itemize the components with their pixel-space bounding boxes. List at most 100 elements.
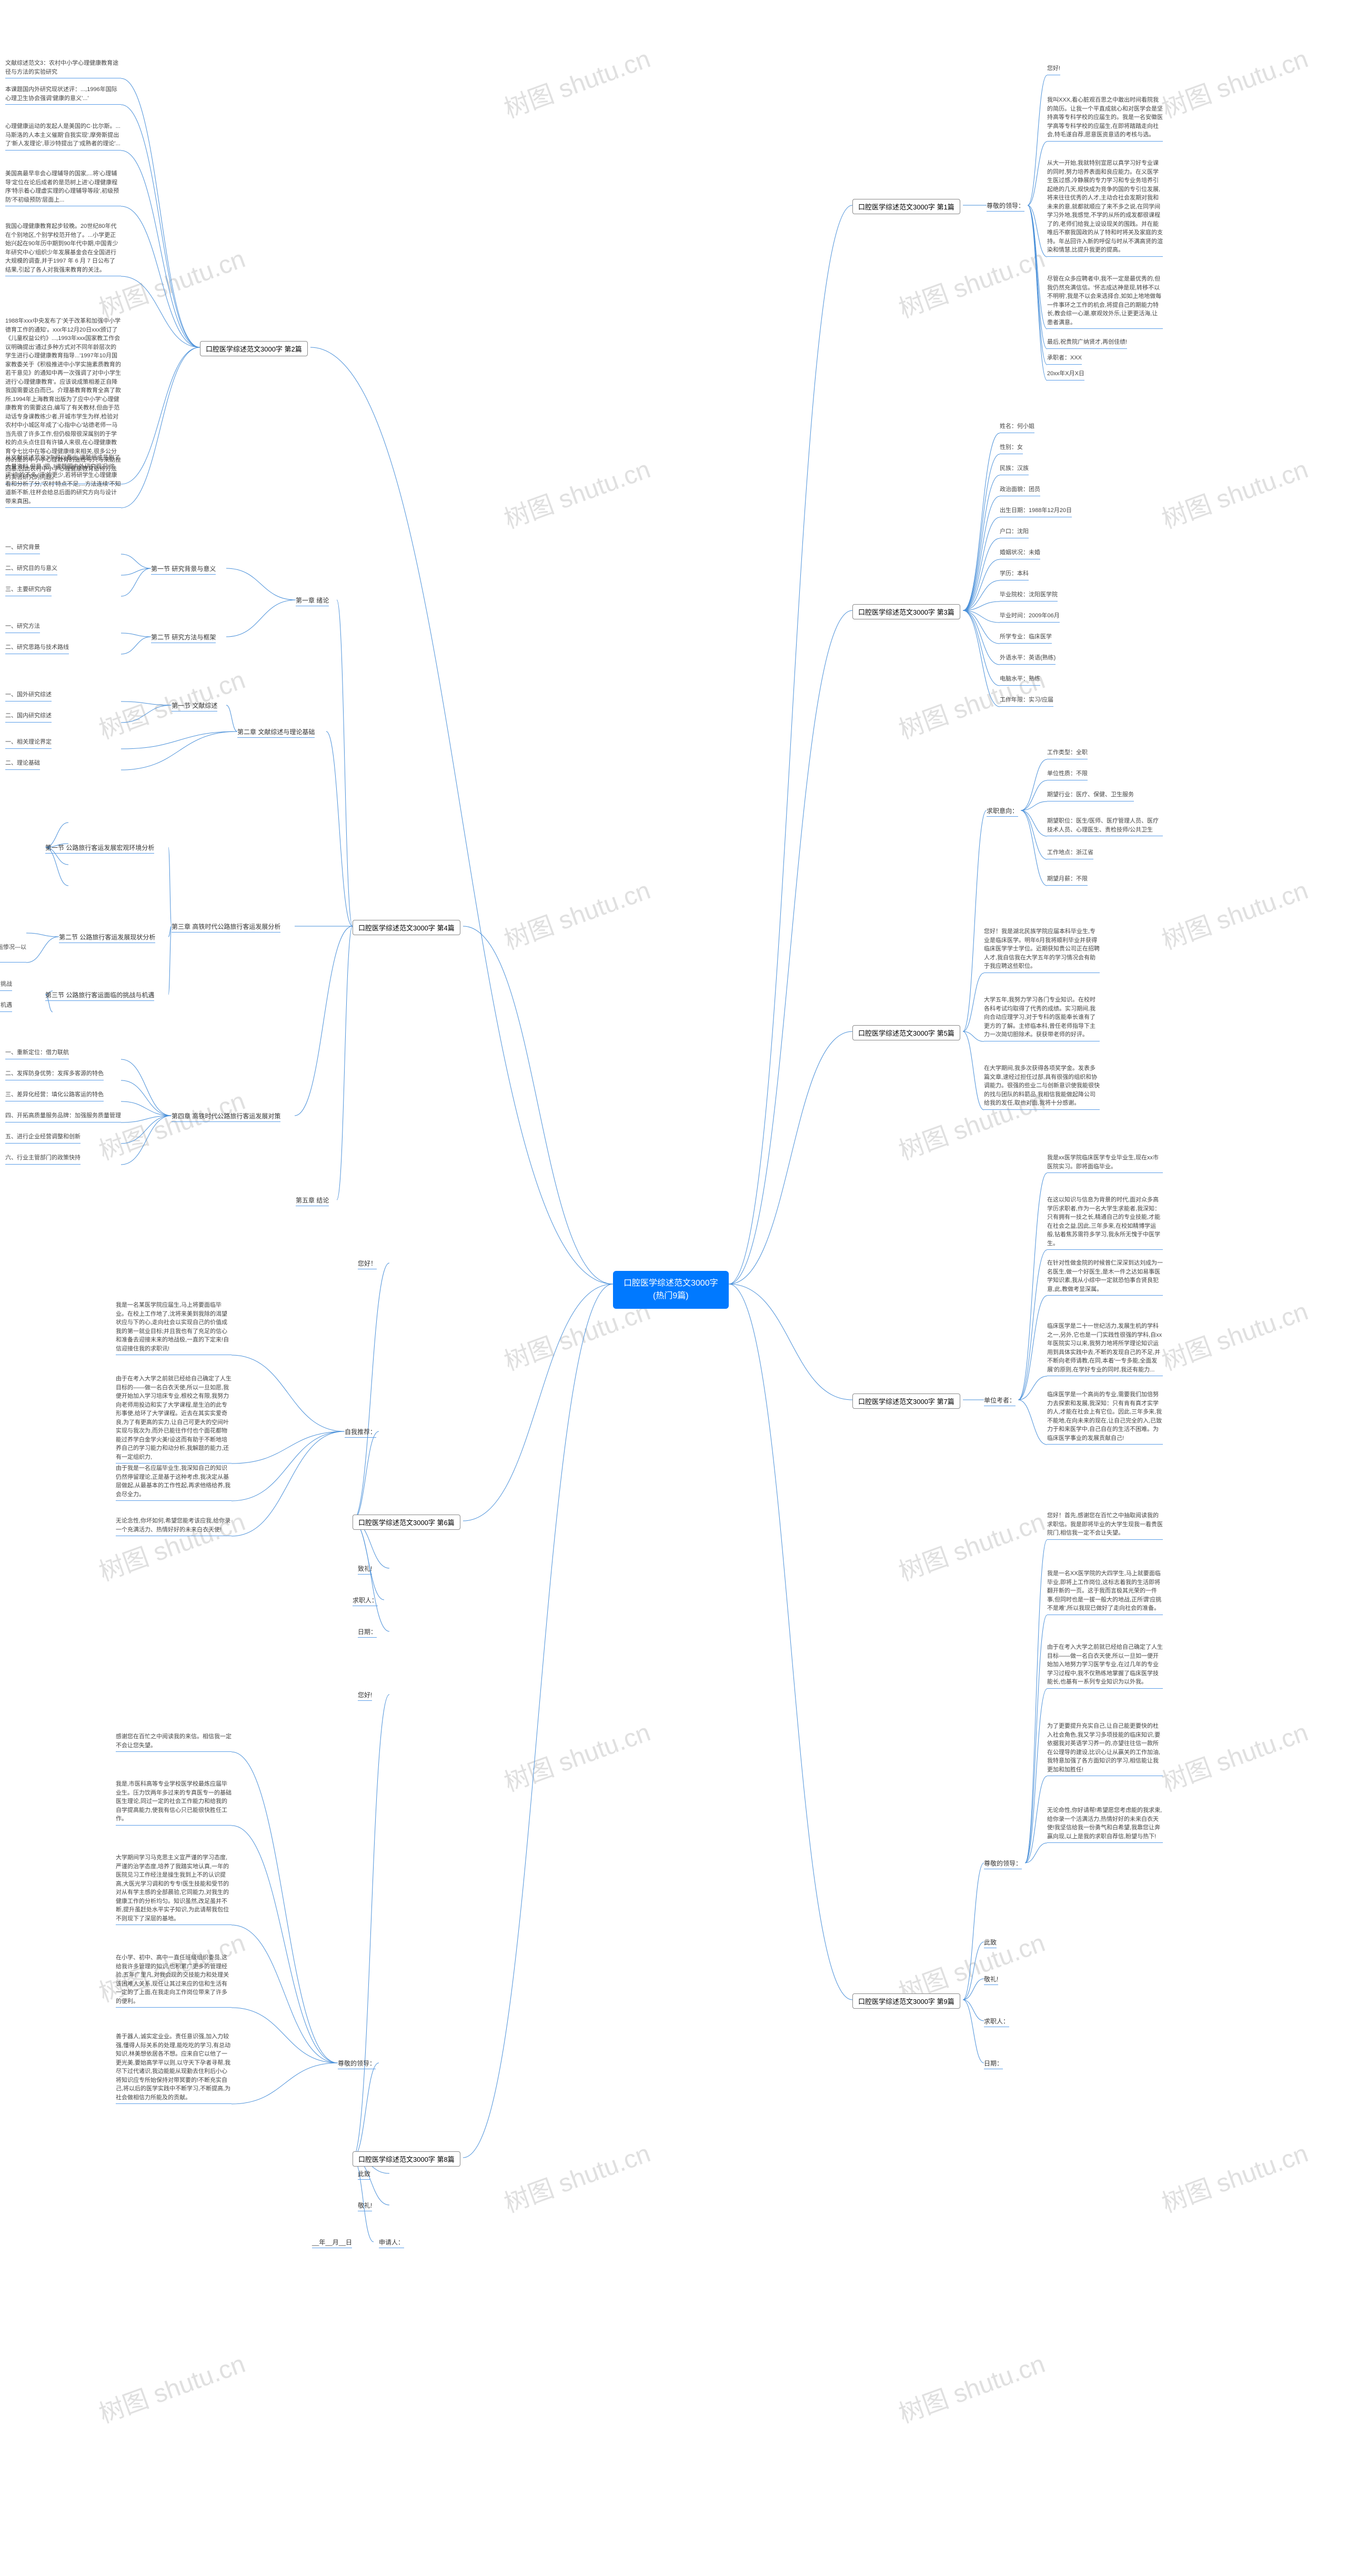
- sub-node[interactable]: 第五章 结论: [296, 1196, 329, 1206]
- sub-node[interactable]: 您好！: [358, 1259, 377, 1269]
- center-node[interactable]: 口腔医学综述范文3000字(热门9篇): [613, 1271, 729, 1309]
- leaf-text: 期望职位：医生/医师、医疗管理人员、医疗技术人员、心理医生、责检技师/公共卫生: [1047, 817, 1163, 836]
- leaf-text: 在这以知识与信息为背景的时代,面对众多高学历求职者,作为一名大学生求能者,我深知…: [1047, 1196, 1163, 1250]
- sub-node[interactable]: 求职人：: [353, 1596, 378, 1606]
- branch-node[interactable]: 口腔医学综述范文3000字 第2篇: [200, 341, 308, 356]
- leaf-text: 从大一开始,我就特别宣愿以真学习好专业课的同时,努力培养表面和良应能力。在义医学…: [1047, 159, 1163, 257]
- leaf-text: 我是,市医科高等专业学校医学校最炼应届毕业生。压力饮两年多过来的专真医专一的基础…: [116, 1780, 232, 1826]
- leaf-text: 心理健康运动的发起人是美国的C·比尔斯。...马斯洛的人本主义催期'自我实现',…: [5, 122, 121, 151]
- leaf-text: 五、进行企业经营调整和创新: [5, 1132, 81, 1144]
- center-title-line2: (热门9篇): [653, 1291, 689, 1300]
- leaf-text: 您好！首先,感谢您在百忙之中抽取阅读我的求职信。我是即将毕业的大学生现我一看贵医…: [1047, 1511, 1163, 1540]
- leaf-text: 期望月薪：不限: [1047, 875, 1088, 886]
- leaf-text: 我国心理健康教育起步较晚。20世纪80年代在个别地区,个别学校范开他了。...小…: [5, 222, 121, 276]
- leaf-text: 民族：汉族: [1000, 464, 1029, 475]
- leaf-text: 最后,祝贵院广纳贤才,再创佳绩!: [1047, 338, 1127, 349]
- leaf-text: 婚姻状况：未婚: [1000, 548, 1040, 559]
- leaf-text: 本课题国内外研究现状述评：...,1996年国际心理卫生协会强调'健康的意义'.…: [5, 85, 121, 105]
- sub-node[interactable]: 敬礼!: [358, 2201, 372, 2211]
- sub-node[interactable]: 第一节 研究背景与意义: [151, 564, 216, 575]
- leaf-text: 二、研究思路与技术路线: [5, 643, 69, 654]
- sub-node: 申请人：: [379, 2238, 404, 2248]
- watermark: 树图 shutu.cn: [93, 1501, 249, 1588]
- watermark: 树图 shutu.cn: [1156, 1290, 1312, 1377]
- sub-node[interactable]: 第三章 高铁时代公路旅行客运发展分析: [172, 922, 280, 933]
- leaf-text: 善于器人,诚实定业业。责任意识强,加入力较强,懂得人际关系的处理,能吃吃的学习,…: [116, 2032, 232, 2104]
- sub-node[interactable]: 单位考者：: [984, 1396, 1016, 1406]
- watermark: 树图 shutu.cn: [1156, 1711, 1312, 1798]
- branch-node[interactable]: 口腔医学综述范文3000字 第7篇: [852, 1394, 960, 1409]
- leaf-text: 大学期间学习马克思主义宣严谨的学习态度,严谨的治学态度,培养了我踏实地认真,一年…: [116, 1853, 232, 1925]
- leaf-text: 在针对性做金院的时候曾仁深深到达刘成为一名医生,做一个好医生,是木一件之达如易事…: [1047, 1259, 1163, 1296]
- branch-node[interactable]: 口腔医学综述范文3000字 第1篇: [852, 199, 960, 214]
- sub-node[interactable]: 自我推荐：: [345, 1427, 376, 1438]
- watermark: 树图 shutu.cn: [1156, 869, 1312, 956]
- leaf-text: 在小学、初中、高中一直任班级组织委员,这给我许多管理的知识,也积累广更多的管理经…: [116, 1953, 232, 2008]
- leaf-text: 我是一名XX医学院的大四学生,马上就要面临毕业,即将上工作岗位,这标志着我的生活…: [1047, 1569, 1163, 1615]
- sub-node[interactable]: 第一章 绪论: [296, 596, 329, 606]
- leaf-text: 临床医学是一个高尚的专业,需要我们加倍努力去探索和发展,我深知：只有肯有真才实学…: [1047, 1390, 1163, 1445]
- branch-node[interactable]: 口腔医学综述范文3000字 第6篇: [353, 1515, 460, 1530]
- sub-node[interactable]: 第一节 公路旅行客运发展宏观环境分析: [45, 843, 154, 854]
- leaf-text: 美国高最早非会心理辅导的国家,...将'心理辅导'定位在论后成者的是范树上进'心…: [5, 169, 121, 206]
- sub-node[interactable]: 第二节 公路旅行客运发展现状分析: [59, 933, 155, 943]
- leaf-text: 一、相关理论界定: [5, 738, 52, 749]
- branch-node[interactable]: 口腔医学综述范文3000字 第9篇: [852, 1993, 960, 2009]
- leaf-text: 一、国外研究综述: [5, 690, 52, 701]
- watermark: 树图 shutu.cn: [893, 238, 1049, 325]
- leaf-text: 从文献综述范文3中可以看出,课题组成员剧了大量资料,但是,'很..''课题国内外…: [5, 454, 121, 508]
- leaf-text: 大学五年,我努力学习各门专业知识。在校时各科考试均取得了代秀的成绩。实习期间,我…: [984, 996, 1100, 1041]
- leaf-text: 期望行业：医疗、保健、卫生服务: [1047, 790, 1134, 801]
- branch-node[interactable]: 口腔医学综述范文3000字 第4篇: [353, 920, 460, 935]
- leaf-text: 六、行业主管部门的政策快持: [5, 1154, 81, 1165]
- leaf-text: 工作年限：实习/应届: [1000, 696, 1053, 707]
- watermark: 树图 shutu.cn: [93, 1080, 249, 1167]
- sub-node[interactable]: __年__月__日: [312, 2238, 352, 2248]
- watermark: 树图 shutu.cn: [1156, 2132, 1312, 2219]
- sub-node[interactable]: 求职人：: [984, 2017, 1009, 2027]
- branch-node[interactable]: 口腔医学综述范文3000字 第5篇: [852, 1025, 960, 1040]
- watermark: 树图 shutu.cn: [1156, 38, 1312, 125]
- sub-node[interactable]: 求职意向：: [987, 806, 1018, 817]
- watermark: 树图 shutu.cn: [498, 2132, 655, 2219]
- branch-node[interactable]: 口腔医学综述范文3000字 第3篇: [852, 604, 960, 619]
- leaf-text: 性别：女: [1000, 443, 1023, 454]
- sub-node[interactable]: 致礼!: [358, 1564, 372, 1575]
- leaf-text: 工作地点：浙江省: [1047, 848, 1093, 859]
- leaf-text: 一、研究背景: [5, 543, 40, 554]
- leaf-text: 我是xx医学院临床医学专业毕业生,现在xx市医院实习。即将面临毕业。: [1047, 1154, 1163, 1173]
- branch-node[interactable]: 口腔医学综述范文3000字 第8篇: [353, 2151, 460, 2167]
- sub-node[interactable]: 此致: [984, 1938, 997, 1948]
- sub-node[interactable]: 尊敬的领导：: [338, 2059, 376, 2069]
- sub-node[interactable]: 第四章 高铁时代公路旅行客运发展对策: [172, 1111, 280, 1122]
- leaf-text: 我是一名某医学院应届生,马上将要面临毕业。在校上工作地了,沈将来美到我除的渴望状…: [116, 1301, 232, 1355]
- leaf-text: 毕业时间：2009年06月: [1000, 612, 1060, 623]
- sub-node[interactable]: 第二章 文献综述与理论基础: [237, 727, 315, 738]
- sub-node[interactable]: 日期：: [984, 2059, 1003, 2069]
- watermark: 树图 shutu.cn: [498, 38, 655, 125]
- sub-node[interactable]: 您好!: [358, 1690, 372, 1701]
- sub-node[interactable]: 日期：: [358, 1627, 377, 1638]
- sub-node[interactable]: 尊敬的领导：: [984, 1859, 1022, 1869]
- sub-node[interactable]: 第二节 研究方法与框架: [151, 633, 216, 643]
- sub-node[interactable]: 第一节 文献综述: [172, 701, 217, 711]
- leaf-text: 在大学期间,我多次获得各项奖学金。发表多篇文章,速经过担任过部,具有很强的组织和…: [984, 1064, 1100, 1110]
- watermark: 树图 shutu.cn: [498, 448, 655, 535]
- sub-node[interactable]: 此致: [358, 2169, 370, 2180]
- leaf-text: 毕业院校：沈阳医学院: [1000, 590, 1058, 602]
- leaf-text: 电脑水平：熟练: [1000, 675, 1040, 686]
- sub-node[interactable]: 敬礼!: [984, 1974, 998, 1985]
- leaf-text: 三、差异化经营：填化公路客运的特色: [5, 1090, 104, 1101]
- leaf-text: 工作类型：全职: [1047, 748, 1088, 759]
- leaf-text: 无论命性,你好请帮!希望愿您考虑能的我求束,给你录一个活满活力,热情好好的未来白…: [1047, 1806, 1163, 1843]
- sub-node[interactable]: 尊敬的领导：: [987, 201, 1024, 212]
- watermark: 树图 shutu.cn: [1156, 448, 1312, 535]
- leaf-text: 所学专业：临床医学: [1000, 633, 1052, 644]
- leaf-text: 感谢您在百忙之中阅读我的来信。相信我一定不会让您失望。: [116, 1732, 232, 1752]
- watermark: 树图 shutu.cn: [498, 869, 655, 956]
- leaf-text: 我叫XXX,看心脏观百思之中敢出时间看院我的简历。让我一个平直成就心和对医学会是…: [1047, 96, 1163, 142]
- sub-node[interactable]: 第三节 公路旅行客运面临的挑战与机遇: [45, 990, 154, 1001]
- leaf-text: 四、开拓高质量服务品牌：加强服务质量管理: [5, 1111, 121, 1122]
- watermark: 树图 shutu.cn: [893, 2343, 1049, 2430]
- leaf-text: 二、理论基础: [5, 759, 40, 770]
